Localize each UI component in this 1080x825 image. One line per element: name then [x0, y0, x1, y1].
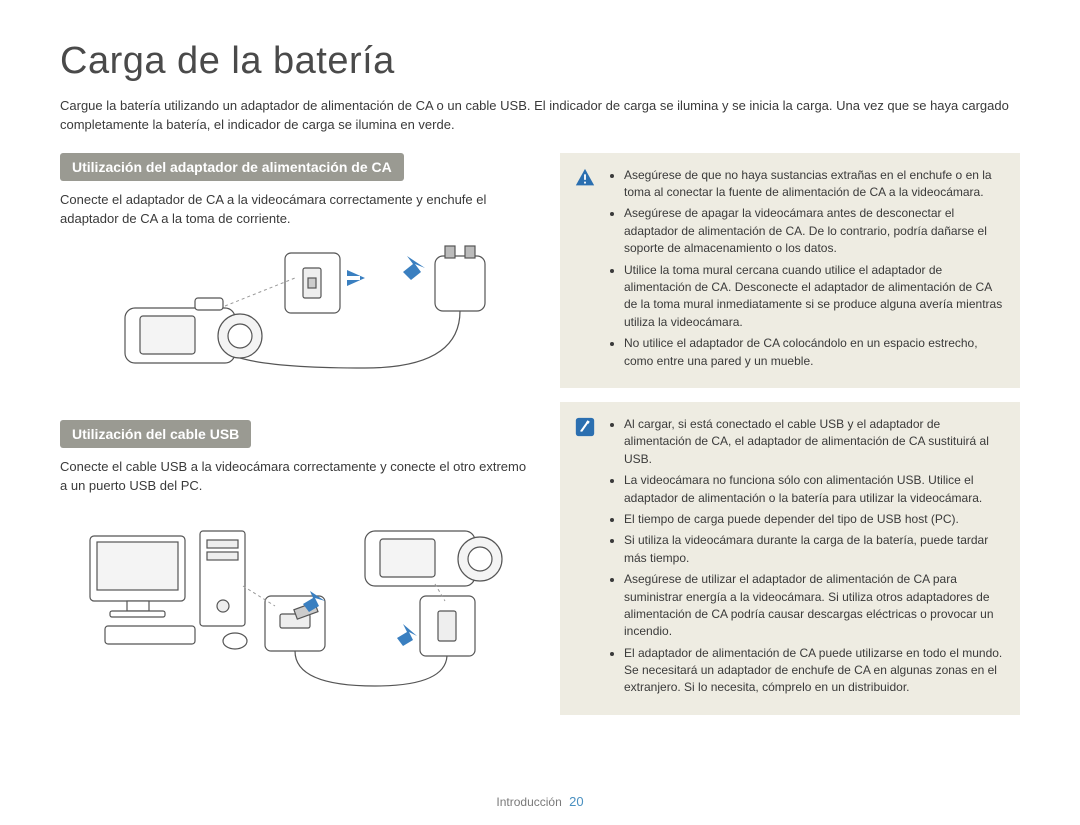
list-item: Asegúrese de utilizar el adaptador de al… [624, 571, 1004, 641]
left-column: Utilización del adaptador de alimentació… [60, 153, 530, 729]
section-body-usb: Conecte el cable USB a la videocámara co… [60, 458, 530, 496]
illustration-ac-adapter [60, 238, 530, 398]
section-header-usb: Utilización del cable USB [60, 420, 251, 448]
list-item: El tiempo de carga puede depender del ti… [624, 511, 1004, 528]
illustration-usb [60, 506, 530, 696]
list-item: Si utiliza la videocámara durante la car… [624, 532, 1004, 567]
list-item: La videocámara no funciona sólo con alim… [624, 472, 1004, 507]
section-body-ac: Conecte el adaptador de CA a la videocám… [60, 191, 530, 229]
warning-list: Asegúrese de que no haya sustancias extr… [608, 167, 1004, 374]
list-item: Asegúrese de apagar la videocámara antes… [624, 205, 1004, 257]
page-title: Carga de la batería [60, 40, 1020, 83]
note-box: Al cargar, si está conectado el cable US… [560, 402, 1020, 715]
warning-icon [574, 167, 596, 189]
list-item: Al cargar, si está conectado el cable US… [624, 416, 1004, 468]
note-list: Al cargar, si está conectado el cable US… [608, 416, 1004, 701]
page-number: 20 [569, 794, 583, 809]
section-header-ac: Utilización del adaptador de alimentació… [60, 153, 404, 181]
right-column: Asegúrese de que no haya sustancias extr… [560, 153, 1020, 729]
footer-section: Introducción [496, 795, 561, 809]
list-item: Utilice la toma mural cercana cuando uti… [624, 262, 1004, 332]
note-icon [574, 416, 596, 438]
list-item: Asegúrese de que no haya sustancias extr… [624, 167, 1004, 202]
list-item: No utilice el adaptador de CA colocándol… [624, 335, 1004, 370]
intro-text: Cargue la batería utilizando un adaptado… [60, 97, 1020, 135]
page-footer: Introducción 20 [0, 794, 1080, 809]
list-item: El adaptador de alimentación de CA puede… [624, 645, 1004, 697]
warning-box: Asegúrese de que no haya sustancias extr… [560, 153, 1020, 388]
content-columns: Utilización del adaptador de alimentació… [60, 153, 1020, 729]
